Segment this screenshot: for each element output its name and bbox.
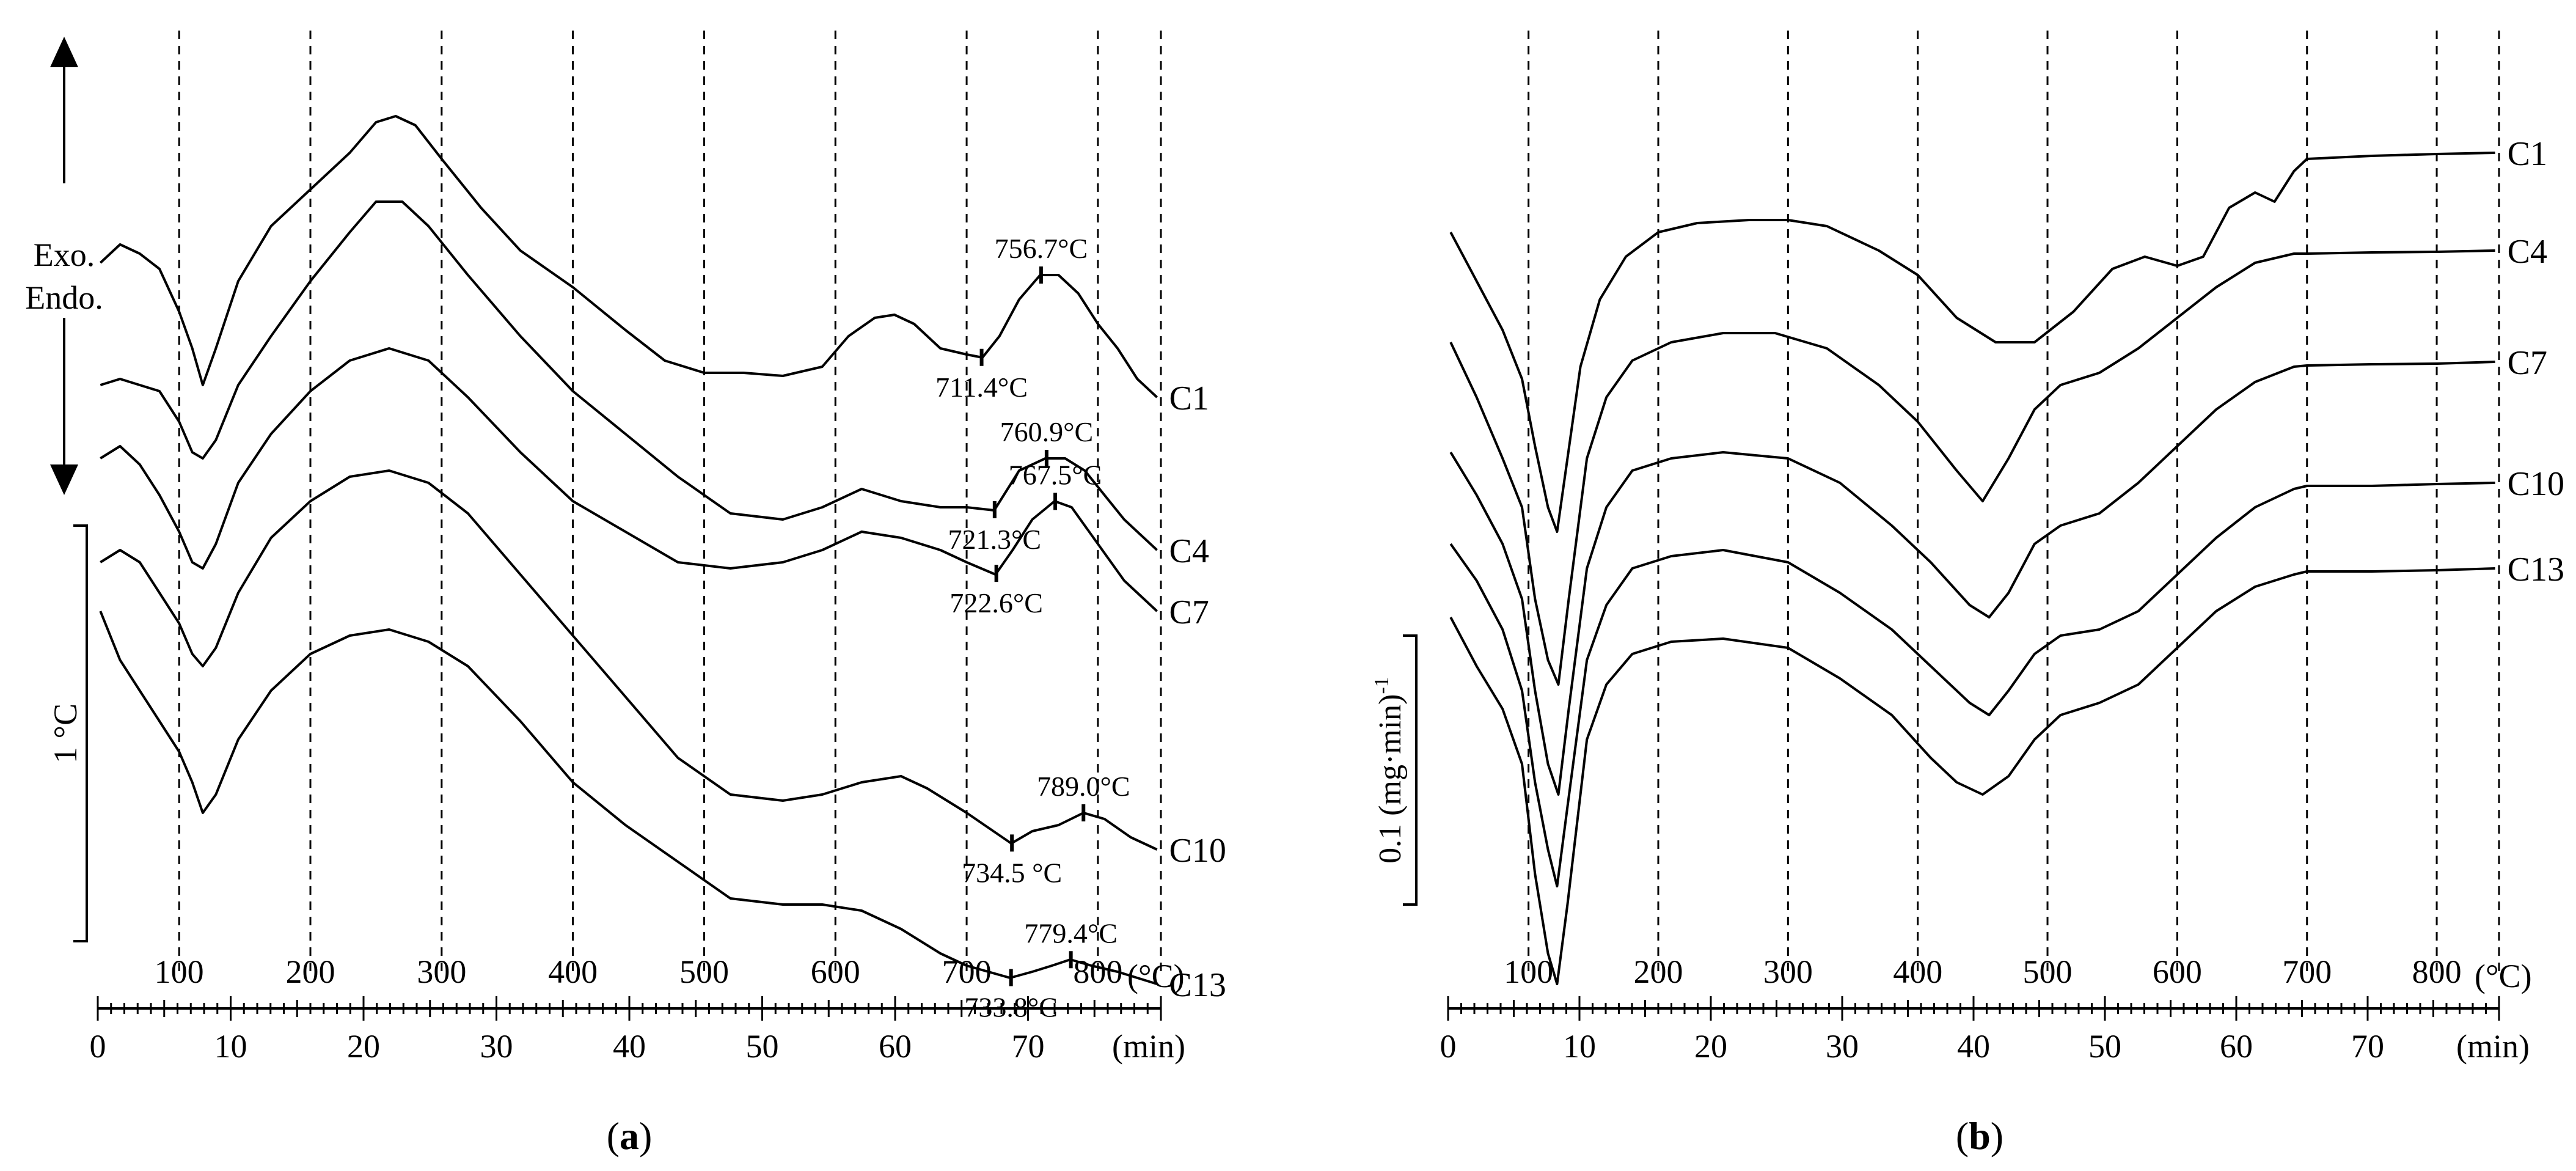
time-tick-label-30: 30	[480, 1028, 513, 1065]
temperature-unit-a: (°C)	[1127, 958, 1185, 994]
series-labels-a: C1 C4 C7 C10 C13	[1169, 380, 1226, 1004]
annotations-a: 756.7°C 711.4°C 760.9°C 721.3°C 767.5°C 722.6…	[935, 233, 1130, 1023]
grid-lines-b	[1528, 31, 2500, 972]
exo-label: Exo.	[34, 237, 95, 273]
time-tick-label-40: 40	[613, 1028, 646, 1065]
annotation-label-c7-1: 722.6°C	[950, 587, 1043, 619]
curve-c7	[1449, 361, 2495, 796]
scale-bar-a-label: 1 °C	[47, 703, 84, 763]
curve-c1	[99, 115, 1158, 398]
temp-tick-label-700: 700	[942, 953, 992, 990]
series-label-c7: C7	[1169, 593, 1209, 631]
temp-tick-label-800: 800	[1073, 953, 1122, 990]
temp-tick-label-400: 400	[1893, 953, 1942, 990]
time-tick-label-50: 50	[746, 1028, 779, 1065]
annotation-label-c1-1: 711.4°C	[935, 372, 1028, 403]
time-tick-label-70: 70	[2351, 1028, 2384, 1065]
panel-label-b: (b)	[1956, 1114, 2003, 1158]
series-label-c10: C10	[1169, 832, 1226, 870]
curves-b	[1449, 152, 2495, 985]
annotation-label-c10-0: 789.0°C	[1037, 771, 1130, 802]
annotation-label-c10-1: 734.5 °C	[962, 857, 1062, 888]
series-label-c13: C13	[1169, 966, 1226, 1004]
curve-c13	[1449, 567, 2495, 985]
time-axis-b	[1447, 996, 2500, 1021]
series-label-c1: C1	[1169, 380, 1209, 417]
annotation-label-c13-0: 779.4°C	[1024, 917, 1118, 949]
temperature-unit-b: (°C)	[2475, 958, 2532, 994]
time-tick-label-10: 10	[1563, 1028, 1596, 1065]
time-tick-label-60: 60	[879, 1028, 912, 1065]
temp-tick-label-500: 500	[2023, 953, 2073, 990]
series-label-c1: C1	[2508, 135, 2547, 173]
scale-bar-b-label: 0.1 (mg·min)-1	[1370, 677, 1408, 864]
temp-tick-label-600: 600	[811, 953, 860, 990]
time-tick-label-60: 60	[2220, 1028, 2253, 1065]
time-tick-label-50: 50	[2088, 1028, 2121, 1065]
time-tick-labels-b: 0 10 20 30 40 50 60 70	[1440, 1028, 2385, 1065]
annotation-label-c7-0: 767.5°C	[1009, 459, 1102, 490]
temp-tick-label-700: 700	[2282, 953, 2332, 990]
temp-tick-label-300: 300	[1763, 953, 1813, 990]
curve-c4	[1449, 249, 2495, 686]
temp-tick-label-600: 600	[2153, 953, 2202, 990]
scale-bar-a: 1 °C	[47, 524, 88, 942]
temp-tick-label-800: 800	[2412, 953, 2462, 990]
scale-bar-b: 0.1 (mg·min)-1	[1370, 634, 1418, 906]
series-label-c7: C7	[2508, 344, 2547, 382]
curves-a	[99, 115, 1158, 985]
annotation-label-c4-0: 760.9°C	[1000, 416, 1094, 447]
series-label-c4: C4	[2508, 233, 2547, 271]
series-label-c10: C10	[2508, 465, 2564, 503]
temp-tick-label-100: 100	[155, 953, 204, 990]
temperature-tick-labels-b: 100 200 300 400 500 600 700 800	[1504, 953, 2461, 990]
temp-tick-label-300: 300	[417, 953, 466, 990]
temperature-tick-labels-a: 100 200 300 400 500 600 700 800	[155, 953, 1123, 990]
series-label-c13: C13	[2508, 551, 2564, 589]
time-tick-label-0: 0	[1440, 1028, 1457, 1065]
time-axis-a	[97, 996, 1162, 1021]
curve-c7	[100, 347, 1158, 612]
time-unit-a: (min)	[1112, 1028, 1185, 1065]
endo-label: Endo.	[25, 279, 103, 316]
exo-endo-arrow: Exo. Endo.	[25, 37, 103, 495]
annotation-label-c4-1: 721.3°C	[948, 524, 1042, 555]
temp-tick-label-400: 400	[548, 953, 598, 990]
time-tick-label-0: 0	[90, 1028, 106, 1065]
temp-tick-label-200: 200	[286, 953, 335, 990]
time-tick-label-20: 20	[1694, 1028, 1727, 1065]
time-tick-labels-a: 0 10 20 30 40 50 60 70	[90, 1028, 1045, 1065]
time-tick-label-20: 20	[347, 1028, 380, 1065]
curve-c1	[1449, 152, 2495, 533]
curve-c10	[100, 469, 1158, 851]
time-tick-label-30: 30	[1826, 1028, 1859, 1065]
annotation-label-c1-0: 756.7°C	[995, 233, 1088, 264]
curve-c4	[100, 200, 1158, 551]
temp-tick-label-100: 100	[1504, 953, 1553, 990]
temp-tick-label-500: 500	[679, 953, 729, 990]
curve-c13	[99, 611, 1158, 985]
series-label-c4: C4	[1169, 532, 1209, 570]
time-tick-label-40: 40	[1957, 1028, 1990, 1065]
temp-tick-label-200: 200	[1634, 953, 1683, 990]
curve-c10	[1449, 482, 2495, 887]
time-tick-label-70: 70	[1012, 1028, 1045, 1065]
series-labels-b: C1 C4 C7 C10 C13	[2508, 135, 2564, 589]
panel-label-a: (a)	[607, 1114, 653, 1158]
panel-a: 756.7°C 711.4°C 760.9°C 721.3°C 767.5°C 722.6…	[25, 31, 1226, 1158]
time-unit-b: (min)	[2456, 1028, 2530, 1065]
grid-lines-a	[178, 31, 1162, 972]
time-tick-label-10: 10	[214, 1028, 247, 1065]
